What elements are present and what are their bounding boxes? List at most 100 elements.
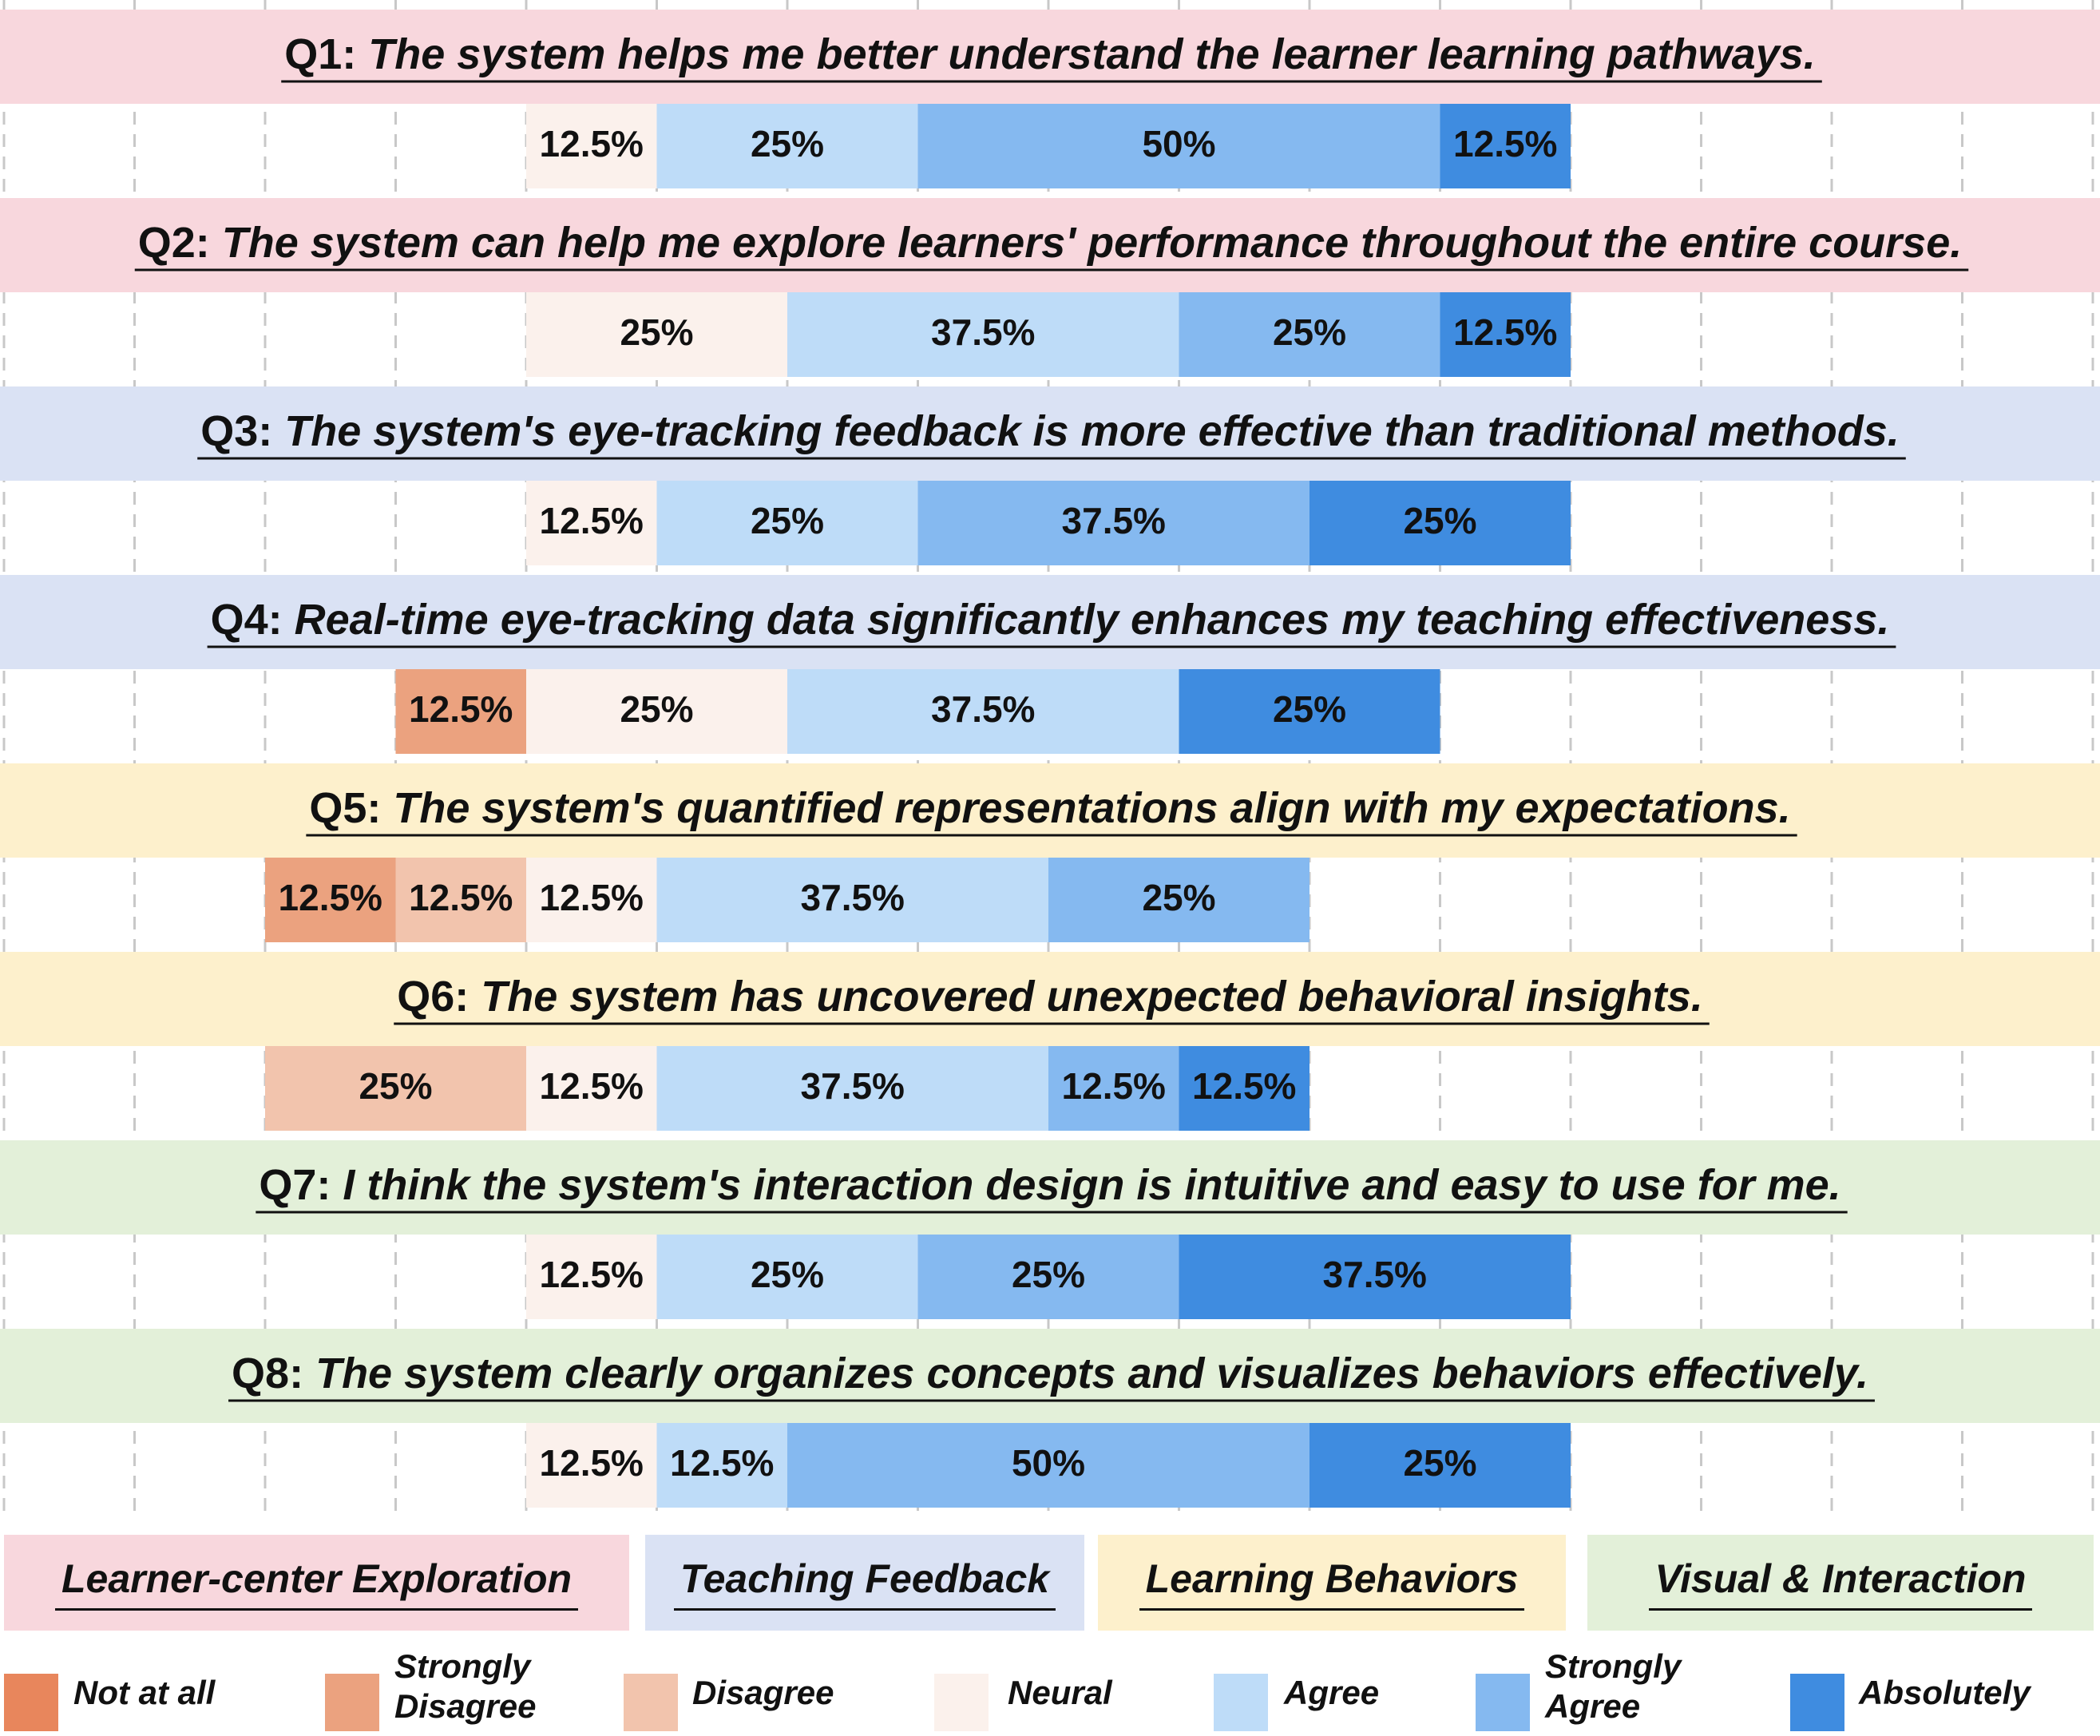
bar-q5-strongly-agree bbox=[1048, 858, 1310, 942]
data-label: 12.5% bbox=[409, 877, 513, 918]
question-title-q4: Q4: Real-time eye-tracking data signific… bbox=[211, 596, 1890, 644]
question-text: The system helps me better understand th… bbox=[368, 30, 1816, 78]
question-band-q6 bbox=[0, 952, 2100, 1046]
bar-q6-neural bbox=[526, 1046, 657, 1131]
bar-q5-disagree bbox=[395, 858, 526, 942]
data-label: 12.5% bbox=[670, 1442, 774, 1484]
data-label: 37.5% bbox=[1323, 1254, 1427, 1295]
question-id: Q5: bbox=[309, 784, 393, 832]
data-label: 25% bbox=[620, 688, 693, 730]
data-label: 25% bbox=[751, 123, 824, 164]
bar-q8-neural bbox=[526, 1423, 657, 1508]
data-label: 12.5% bbox=[540, 1065, 644, 1107]
bar-q8-absolutely bbox=[1310, 1423, 1571, 1508]
data-label: 12.5% bbox=[540, 123, 644, 164]
question-band-q8 bbox=[0, 1329, 2100, 1423]
legend-swatch-neural bbox=[934, 1674, 989, 1731]
legend-label-strongly-disagree: Strongly Disagree bbox=[394, 1647, 537, 1725]
data-label: 25% bbox=[359, 1065, 432, 1107]
data-label: 37.5% bbox=[1062, 500, 1166, 541]
data-label: 12.5% bbox=[1192, 1065, 1296, 1107]
legend-label-strongly-agree: Strongly Agree bbox=[1545, 1647, 1682, 1725]
question-id: Q7: bbox=[259, 1161, 343, 1209]
bar-q6-absolutely bbox=[1179, 1046, 1310, 1131]
question-band-q2 bbox=[0, 198, 2100, 292]
bar-q5-agree bbox=[656, 858, 1048, 942]
bar-q7-neural bbox=[526, 1235, 657, 1319]
data-label: 12.5% bbox=[1453, 123, 1557, 164]
category-label: Visual & Interaction bbox=[1648, 1556, 2033, 1611]
legend-label-neural: Neural bbox=[1008, 1674, 1112, 1711]
question-id: Q4: bbox=[211, 596, 295, 644]
category-label: Teaching Feedback bbox=[673, 1556, 1056, 1611]
data-label: 50% bbox=[1142, 123, 1215, 164]
data-label: 12.5% bbox=[540, 500, 644, 541]
legend-label-disagree: Disagree bbox=[692, 1674, 834, 1711]
data-label: 12.5% bbox=[409, 688, 513, 730]
question-id: Q3: bbox=[200, 407, 284, 455]
data-label: 25% bbox=[751, 500, 824, 541]
question-band-q1 bbox=[0, 10, 2100, 104]
bar-q2-absolutely bbox=[1440, 292, 1571, 377]
bar-q2-neural bbox=[526, 292, 787, 377]
question-band-q5 bbox=[0, 763, 2100, 858]
data-label: 37.5% bbox=[931, 311, 1035, 353]
data-label: 37.5% bbox=[801, 1065, 905, 1107]
data-label: 12.5% bbox=[1062, 1065, 1166, 1107]
bar-q3-absolutely bbox=[1310, 481, 1571, 565]
category-label: Learning Behaviors bbox=[1139, 1556, 1525, 1611]
category-learner-center-exploration: Learner-center Exploration bbox=[4, 1535, 629, 1631]
data-label: 25% bbox=[1273, 688, 1346, 730]
bar-q4-agree bbox=[787, 669, 1179, 754]
category-label: Learner-center Exploration bbox=[54, 1556, 579, 1611]
data-label: 50% bbox=[1012, 1442, 1085, 1484]
bar-q7-strongly-agree bbox=[917, 1235, 1179, 1319]
category-learning-behaviors: Learning Behaviors bbox=[1098, 1535, 1566, 1631]
question-title-q6: Q6: The system has uncovered unexpected … bbox=[397, 973, 1703, 1021]
question-title-q1: Q1: The system helps me better understan… bbox=[284, 30, 1816, 78]
question-title-q2: Q2: The system can help me explore learn… bbox=[138, 219, 1963, 267]
question-text: The system clearly organizes concepts an… bbox=[315, 1350, 1868, 1397]
legend-swatch-strongly-disagree bbox=[325, 1674, 379, 1731]
bar-q1-agree bbox=[656, 104, 918, 188]
bar-q2-strongly-agree bbox=[1179, 292, 1440, 377]
legend-swatch-disagree bbox=[624, 1674, 678, 1731]
data-label: 12.5% bbox=[279, 877, 382, 918]
bar-q1-absolutely bbox=[1440, 104, 1571, 188]
question-band-q7 bbox=[0, 1140, 2100, 1235]
question-band-q4 bbox=[0, 575, 2100, 669]
bar-q2-agree bbox=[787, 292, 1179, 377]
question-id: Q1: bbox=[284, 30, 368, 78]
data-label: 25% bbox=[620, 311, 693, 353]
question-id: Q2: bbox=[138, 219, 222, 267]
bar-q4-neural bbox=[526, 669, 787, 754]
legend-label-absolutely: Absolutely bbox=[1859, 1674, 2031, 1711]
bar-q6-disagree bbox=[265, 1046, 526, 1131]
legend-swatch-absolutely bbox=[1790, 1674, 1844, 1731]
bar-q6-strongly-agree bbox=[1048, 1046, 1179, 1131]
bar-q8-agree bbox=[656, 1423, 787, 1508]
data-label: 37.5% bbox=[801, 877, 905, 918]
question-title-q3: Q3: The system's eye-tracking feedback i… bbox=[200, 407, 1900, 455]
question-id: Q6: bbox=[397, 973, 481, 1021]
bar-q4-absolutely bbox=[1179, 669, 1440, 754]
question-text: I think the system's interaction design … bbox=[343, 1161, 1840, 1209]
legend-label-agree: Agree bbox=[1284, 1674, 1380, 1711]
question-id: Q8: bbox=[232, 1350, 315, 1397]
bar-q3-neural bbox=[526, 481, 657, 565]
data-label: 12.5% bbox=[540, 877, 644, 918]
bar-q3-agree bbox=[656, 481, 918, 565]
data-label: 12.5% bbox=[540, 1254, 644, 1295]
category-teaching-feedback: Teaching Feedback bbox=[645, 1535, 1084, 1631]
data-label: 12.5% bbox=[540, 1442, 644, 1484]
bar-q5-strongly-disagree bbox=[265, 858, 396, 942]
data-label: 12.5% bbox=[1453, 311, 1557, 353]
bar-q6-agree bbox=[656, 1046, 1048, 1131]
data-label: 25% bbox=[1403, 1442, 1476, 1484]
bar-q5-neural bbox=[526, 858, 657, 942]
legend-swatch-agree bbox=[1214, 1674, 1268, 1731]
bar-q1-strongly-agree bbox=[917, 104, 1440, 188]
data-label: 37.5% bbox=[931, 688, 1035, 730]
legend-swatch-not-at-all bbox=[4, 1674, 58, 1731]
question-text: Real-time eye-tracking data significantl… bbox=[295, 596, 1890, 644]
